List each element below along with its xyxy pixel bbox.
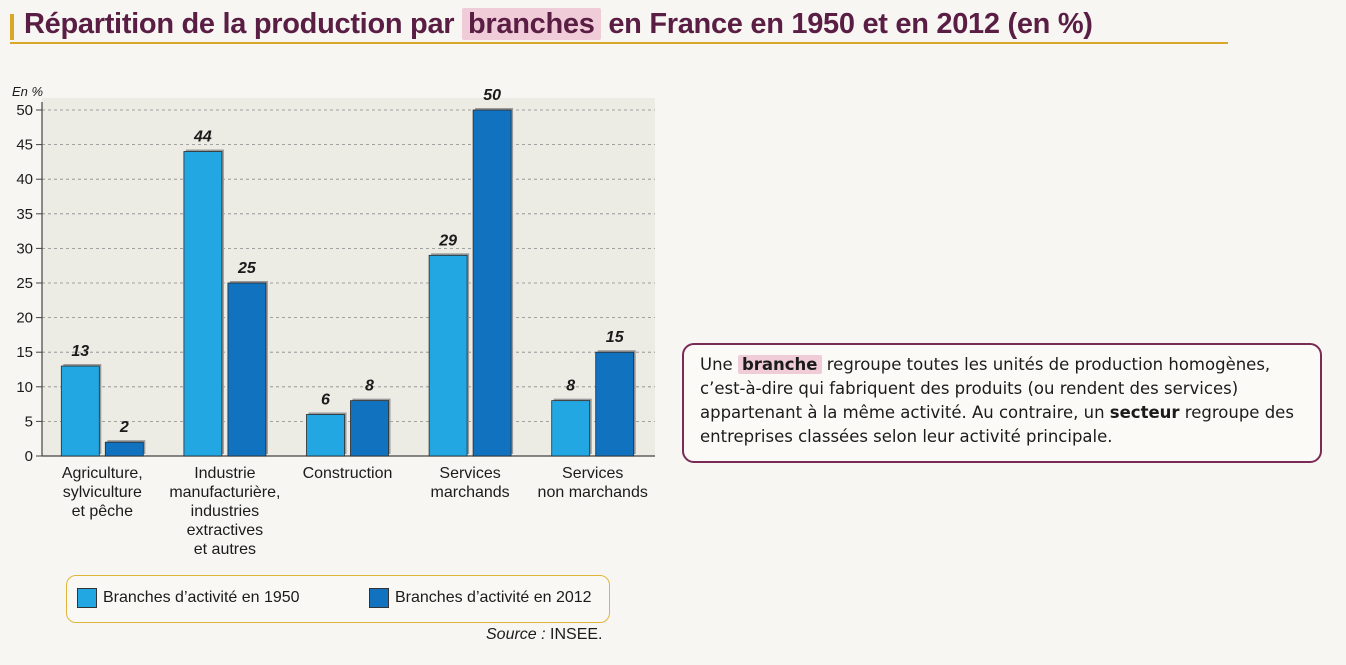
title-highlight: branches — [462, 8, 601, 40]
data-label: 2 — [119, 419, 129, 436]
title-bar: Répartition de la production par branche… — [10, 6, 1228, 44]
chart-area: En % 0 5 10 15 20 25 30 35 40 45 50 13 44 6 29 8 2 25 8 50 1… — [0, 70, 660, 665]
bar-1950 — [428, 254, 468, 457]
legend-swatch-1950 — [77, 588, 97, 608]
y-tick-label: 0 — [25, 448, 33, 465]
x-tick-label: non marchands — [538, 484, 648, 501]
x-tick-label: Agriculture, — [62, 465, 143, 482]
bars: 13 44 6 29 8 2 25 8 50 15 — [60, 87, 636, 457]
y-axis-label: En % — [12, 84, 43, 99]
bar-1950 — [183, 151, 223, 457]
y-tick-label: 30 — [16, 240, 33, 257]
data-label: 13 — [71, 343, 89, 360]
legend-swatch-2012 — [369, 588, 389, 608]
x-tick-label: et pêche — [72, 503, 133, 520]
source-prefix: Source : — [486, 626, 546, 643]
y-tick-label: 50 — [16, 102, 33, 119]
data-label: 6 — [321, 391, 330, 408]
chart-title: Répartition de la production par branche… — [24, 8, 1093, 41]
y-tick-label: 35 — [16, 206, 33, 223]
x-tick-label: Industrie — [194, 465, 255, 482]
bar-2012 — [227, 282, 267, 457]
legend-label-2012: Branches d’activité en 2012 — [395, 589, 592, 606]
x-tick-label: industries — [191, 503, 259, 520]
bar-2012 — [595, 351, 635, 457]
x-axis-labels: Agriculture, sylviculture et pêche Industri… — [62, 465, 648, 558]
bar-1950 — [60, 365, 100, 457]
legend-label-1950: Branches d’activité en 1950 — [103, 589, 300, 606]
y-tick-label: 5 — [25, 413, 33, 430]
note-highlight-branche: branche — [737, 355, 822, 374]
gridlines — [42, 109, 655, 422]
definition-box: Une branche regroupe toutes les unités d… — [682, 343, 1322, 463]
data-label: 8 — [365, 378, 374, 395]
data-label: 15 — [606, 329, 625, 346]
x-tick-label: et autres — [194, 541, 256, 558]
note-part-1: Une — [700, 355, 738, 374]
x-tick-label: sylviculture — [63, 484, 142, 501]
data-label: 50 — [483, 87, 501, 104]
y-tick-label: 10 — [16, 379, 33, 396]
source-note: Source : INSEE. — [486, 626, 603, 644]
x-tick-label: extractives — [187, 522, 263, 539]
bar-2012 — [104, 441, 144, 457]
bar-1950 — [306, 414, 345, 457]
data-label: 44 — [193, 129, 212, 146]
x-tick-label: Services — [562, 465, 623, 482]
title-part-after: en France en 1950 et en 2012 (en %) — [600, 8, 1093, 40]
x-tick-label: Construction — [303, 465, 393, 482]
data-label: 29 — [438, 232, 457, 249]
y-tick-label: 45 — [16, 137, 33, 154]
x-tick-label: Services — [439, 465, 500, 482]
note-bold-secteur: secteur — [1109, 403, 1180, 422]
bar-1950 — [551, 400, 591, 457]
data-label: 25 — [237, 260, 257, 277]
source-text: INSEE. — [545, 626, 603, 643]
y-tick-label: 40 — [16, 171, 33, 188]
legend-item-1950: Branches d’activité en 1950 — [77, 588, 300, 608]
title-accent — [10, 14, 14, 40]
note-part-2: regroupe toutes les unités de production… — [700, 355, 1271, 422]
title-part-before: Répartition de la production par — [24, 8, 463, 40]
legend: Branches d’activité en 1950 Branches d’a… — [66, 575, 610, 623]
plot-background — [42, 98, 655, 456]
y-axis: En % 0 5 10 15 20 25 30 35 40 45 50 — [12, 84, 655, 465]
legend-item-2012: Branches d’activité en 2012 — [369, 588, 592, 608]
y-tick-label: 20 — [16, 310, 33, 327]
note-part-3: regroupe des entreprises classées selon … — [700, 403, 1294, 446]
x-tick-label: marchands — [431, 484, 510, 501]
bar-2012 — [472, 109, 512, 457]
y-tick-label: 25 — [16, 275, 33, 292]
y-tick-label: 15 — [16, 344, 33, 361]
plot-area — [42, 98, 655, 456]
data-label: 8 — [566, 378, 575, 395]
bar-2012 — [350, 400, 389, 457]
x-tick-label: manufacturière, — [169, 484, 280, 501]
